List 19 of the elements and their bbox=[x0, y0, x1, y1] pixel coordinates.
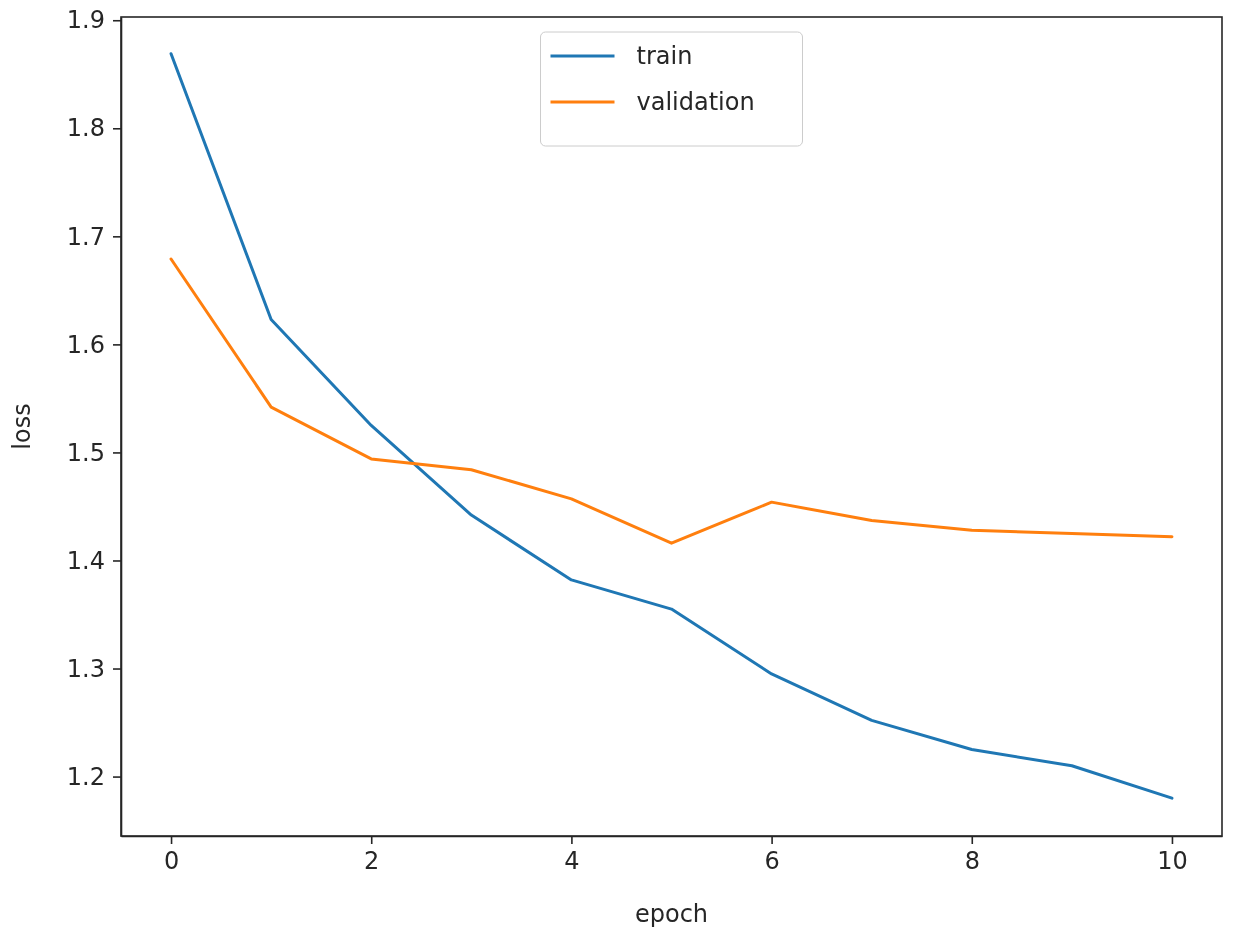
x-axis-title: epoch bbox=[634, 900, 709, 928]
y-tick-label: 1.2 bbox=[66, 762, 105, 791]
x-tick-label: 6 bbox=[764, 847, 780, 876]
x-tick-label: 8 bbox=[964, 847, 980, 876]
x-tick-label: 10 bbox=[1157, 847, 1188, 876]
line-series bbox=[169, 257, 1174, 545]
x-tick-label: 2 bbox=[364, 847, 380, 876]
y-tick-label: 1.4 bbox=[66, 546, 105, 575]
y-tick-label: 1.3 bbox=[66, 654, 105, 683]
x-tick-label: 4 bbox=[564, 847, 580, 876]
x-tick-label: 0 bbox=[163, 847, 180, 876]
y-tick-label: 1.5 bbox=[66, 438, 105, 467]
y-tick-label: 1.6 bbox=[66, 330, 105, 359]
y-tick-label: 1.7 bbox=[66, 222, 105, 251]
y-tick-label: 1.8 bbox=[66, 114, 105, 143]
y-axis-title: loss bbox=[8, 403, 36, 450]
legend-label: train bbox=[636, 42, 693, 70]
y-tick-label: 1.9 bbox=[66, 6, 105, 35]
legend-label: validation bbox=[636, 88, 755, 116]
